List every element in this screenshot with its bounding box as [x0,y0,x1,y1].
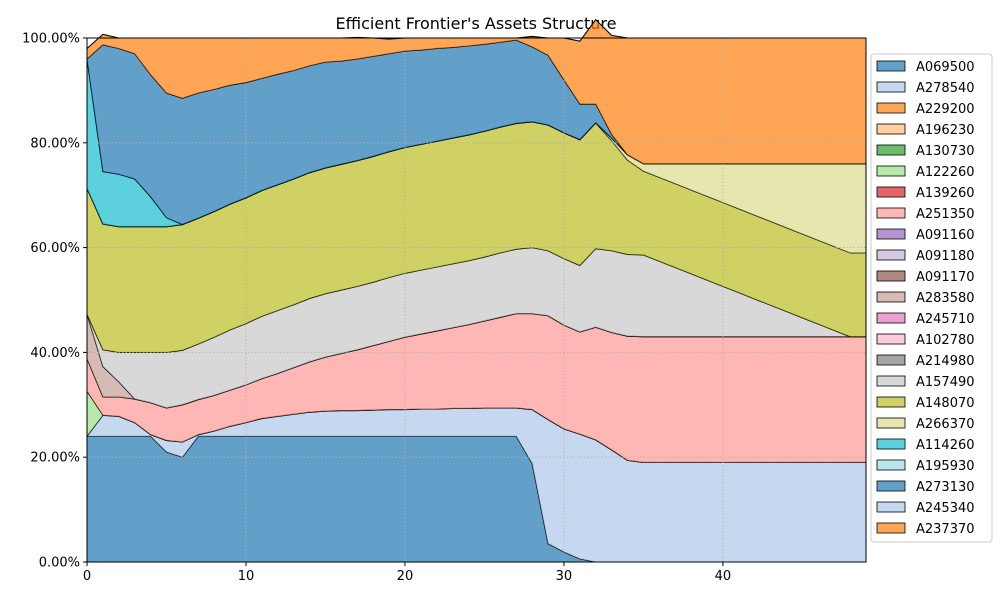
y-tick-label: 20.00% [30,451,80,466]
legend-swatch-a114260 [876,438,906,450]
legend-swatch-a214980 [876,354,906,366]
legend-swatch-a195930 [876,459,906,471]
area-a069500 [87,436,866,562]
y-tick-label: 0.00% [39,556,80,571]
legend-swatch-a266370 [876,417,906,429]
y-tick-label: 40.00% [30,346,80,361]
x-tick-label: 10 [238,569,255,584]
legend-label-a148070: A148070 [916,396,975,411]
legend-label-a245340: A245340 [916,501,975,516]
legend-label-a229200: A229200 [916,102,975,117]
area-a266370 [87,121,866,253]
legend-swatch-a196230 [876,123,906,135]
legend-swatch-a157490 [876,375,906,387]
legend-swatch-a091160 [876,228,906,240]
areas-layer [86,18,866,563]
chart-title: Efficient Frontier's Assets Structure [336,14,617,33]
y-axis: 0.00% 20.00% 40.00% 60.00% 80.00% 100.00% [22,32,87,571]
legend-swatch-a273130 [876,480,906,492]
legend-swatch-a139260 [876,186,906,198]
legend-label-a157490: A157490 [916,375,975,390]
legend-label-a091160: A091160 [916,228,975,243]
y-tick-label: 100.00% [22,32,80,47]
x-tick-label: 30 [556,569,573,584]
legend-label-a251350: A251350 [916,207,975,222]
legend-label-a122260: A122260 [916,165,975,180]
legend-swatch-a278540 [876,81,906,93]
area-a273130 [87,40,866,225]
legend-label-a266370: A266370 [916,417,975,432]
legend-swatch-a091180 [876,249,906,261]
area-a278540 [87,407,866,562]
legend-swatch-a245710 [876,312,906,324]
legend-swatch-a283580 [876,291,906,303]
legend-label-a091170: A091170 [916,270,975,285]
area-a251350 [87,313,866,463]
x-tick-label: 40 [715,569,732,584]
plot-frame [86,37,867,563]
legend: A069500 A278540 A229200 A196230 A130730 A1222… [870,53,993,543]
x-axis: 0 10 20 30 40 [83,562,731,584]
area-a148070 [87,121,866,353]
legend-label-a069500: A069500 [916,60,975,75]
x-tick-label: 0 [83,569,91,584]
legend-label-a214980: A214980 [916,354,975,369]
legend-label-a195930: A195930 [916,459,975,474]
legend-swatch-a122260 [876,165,906,177]
legend-label-a273130: A273130 [916,480,975,495]
legend-swatch-a251350 [876,207,906,219]
area-a237370 [87,19,866,164]
legend-label-a114260: A114260 [916,438,975,453]
legend-label-a283580: A283580 [916,291,975,306]
legend-swatch-a069500 [876,60,906,72]
y-tick-label: 60.00% [30,241,80,256]
legend-label-a278540: A278540 [916,81,975,96]
legend-swatch-a229200 [876,102,906,114]
legend-label-a139260: A139260 [916,186,975,201]
legend-label-a130730: A130730 [916,144,975,159]
legend-label-a091180: A091180 [916,249,975,264]
legend-label-a245710: A245710 [916,312,975,327]
legend-label-a237370: A237370 [916,522,975,537]
y-tick-label: 80.00% [30,136,80,151]
legend-swatch-a102780 [876,333,906,345]
legend-label-a196230: A196230 [916,123,975,138]
legend-swatch-a130730 [876,144,906,156]
legend-swatch-a091170 [876,270,906,282]
legend-label-a102780: A102780 [916,333,975,348]
legend-swatch-a148070 [876,396,906,408]
area-a157490 [87,247,866,408]
legend-swatch-a245340 [876,501,906,513]
x-tick-label: 20 [397,569,414,584]
legend-swatch-a237370 [876,522,906,534]
